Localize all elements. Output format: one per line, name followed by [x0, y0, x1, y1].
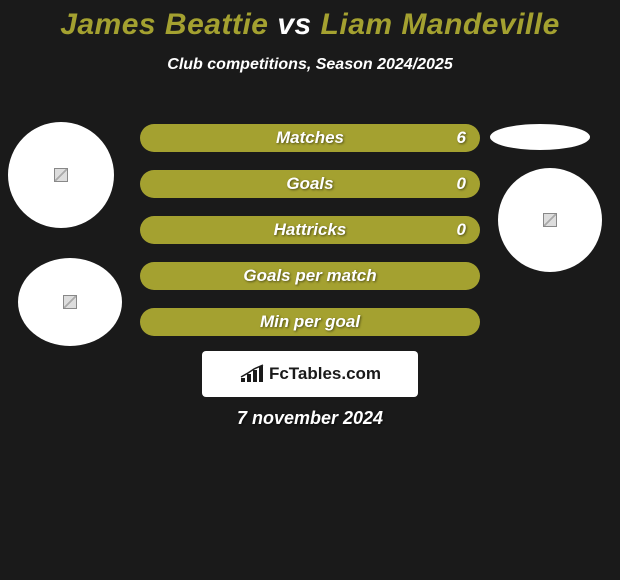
- player1-name: James Beattie: [60, 8, 268, 41]
- stat-bar-min-per-goal: Min per goal: [140, 308, 480, 336]
- player2-name: Liam Mandeville: [321, 8, 560, 41]
- source-name: FcTables.com: [269, 364, 381, 384]
- generated-date: 7 november 2024: [0, 408, 620, 429]
- comparison-title: James Beattie vs Liam Mandeville: [0, 0, 620, 42]
- infographic-root: James Beattie vs Liam Mandeville Club co…: [0, 0, 620, 580]
- vs-separator: vs: [277, 8, 311, 41]
- fctables-chart-icon: [239, 364, 265, 384]
- source-logo-box: FcTables.com: [202, 351, 418, 397]
- stat-label: Goals per match: [243, 266, 376, 286]
- stat-label: Goals: [286, 174, 333, 194]
- stat-label: Min per goal: [260, 312, 360, 332]
- stat-bar-goals: Goals 0: [140, 170, 480, 198]
- player2-avatar-oval: [490, 124, 590, 150]
- subtitle: Club competitions, Season 2024/2025: [0, 56, 620, 74]
- stat-value: 0: [457, 174, 466, 194]
- stat-value: 6: [457, 128, 466, 148]
- player2-avatar: [498, 168, 602, 272]
- stat-bar-matches: Matches 6: [140, 124, 480, 152]
- stat-bar-goals-per-match: Goals per match: [140, 262, 480, 290]
- image-placeholder-icon: [54, 168, 68, 182]
- player1-avatar-secondary: [18, 258, 122, 346]
- stat-label: Hattricks: [274, 220, 347, 240]
- stat-label: Matches: [276, 128, 344, 148]
- stat-value: 0: [457, 220, 466, 240]
- image-placeholder-icon: [63, 295, 77, 309]
- stat-bar-hattricks: Hattricks 0: [140, 216, 480, 244]
- player1-avatar-primary: [8, 122, 114, 228]
- stat-bars: Matches 6 Goals 0 Hattricks 0 Goals per …: [140, 124, 480, 354]
- image-placeholder-icon: [543, 213, 557, 227]
